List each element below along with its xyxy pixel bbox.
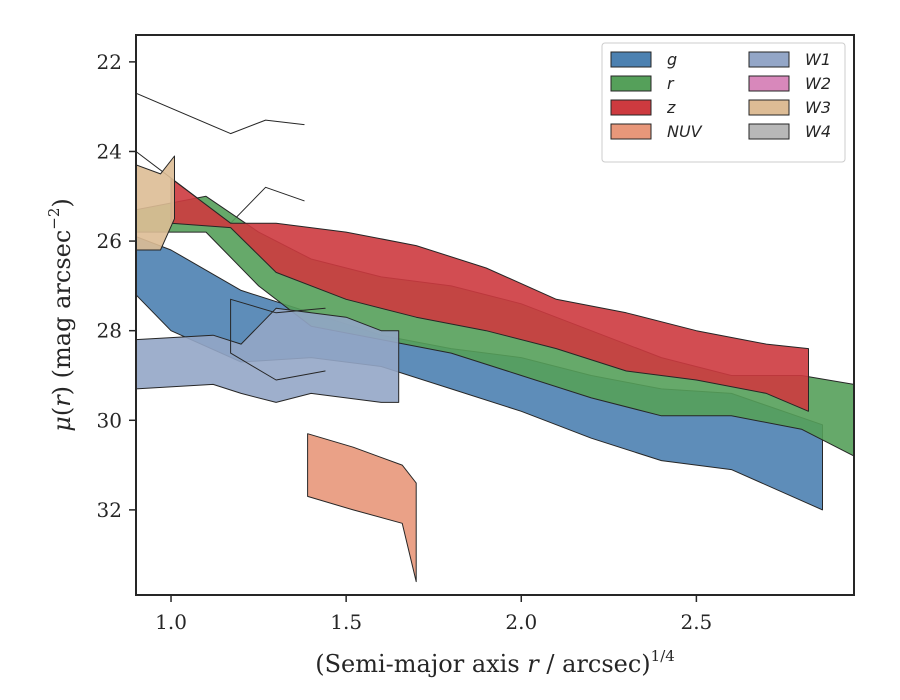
band-w3 <box>136 155 175 251</box>
legend-label-w1: W1 <box>805 50 831 69</box>
legend-swatch-w3 <box>748 99 790 116</box>
x-tick-label: 1.5 <box>330 610 362 634</box>
legend-label-r: r <box>667 74 675 93</box>
legend-label-z: z <box>666 98 676 117</box>
legend-swatch-nuv <box>610 123 652 140</box>
legend-label-w3: W3 <box>805 98 831 117</box>
legend-swatch-g <box>610 51 652 68</box>
x-axis: 1.0 1.5 2.0 2.5 <box>155 595 712 634</box>
x-axis-label-exponent: 1/4 <box>651 647 675 665</box>
plot-frame <box>135 34 855 596</box>
y-tick-label: 26 <box>97 229 122 253</box>
legend: grz NUV W1 W2 W3 W4 <box>601 42 846 163</box>
y-axis-label-open: ( <box>48 407 76 416</box>
band-z <box>170 177 809 412</box>
legend-swatch-r <box>610 75 652 92</box>
y-tick-label: 28 <box>97 319 122 343</box>
y-axis-label: μ(r) (mag arcsec−2) <box>45 198 76 432</box>
y-tick-label: 32 <box>97 498 122 522</box>
y-tick-label: 22 <box>97 50 122 74</box>
y-tick-label: 30 <box>97 408 122 432</box>
legend-swatch-w1 <box>748 51 790 68</box>
y-axis-label-var: r <box>48 394 76 407</box>
band-w2 <box>230 298 326 381</box>
legend-swatch-z <box>610 99 652 116</box>
band-nuv <box>307 433 417 583</box>
x-tick-label: 2.5 <box>680 610 712 634</box>
band-w4 <box>136 92 305 224</box>
legend-swatch-w2 <box>748 75 790 92</box>
x-axis-label: (Semi-major axis r / arcsec)1/4 <box>315 647 675 678</box>
x-tick-label: 2.0 <box>505 610 537 634</box>
bands-layer <box>136 92 854 583</box>
x-tick-label: 1.0 <box>155 610 187 634</box>
y-axis-label-mu: μ <box>48 416 76 432</box>
x-axis-label-suffix: / arcsec) <box>539 650 651 678</box>
y-axis-label-units: ) (mag arcsec <box>48 230 76 396</box>
legend-label-w4: W4 <box>805 122 831 141</box>
y-axis-label-exp: −2 <box>45 208 63 230</box>
legend-label-nuv: NUV <box>667 122 703 141</box>
y-tick-label: 24 <box>97 139 122 163</box>
legend-label-w2: W2 <box>805 74 831 93</box>
legend-swatch-w4 <box>748 123 790 140</box>
x-axis-label-var: r <box>527 650 540 678</box>
x-axis-label-prefix: (Semi-major axis <box>315 650 527 678</box>
y-axis-label-end: ) <box>48 198 76 207</box>
legend-label-g: g <box>667 50 677 69</box>
y-axis: 22 24 26 28 30 32 <box>97 50 136 522</box>
band-w1 <box>136 307 400 403</box>
